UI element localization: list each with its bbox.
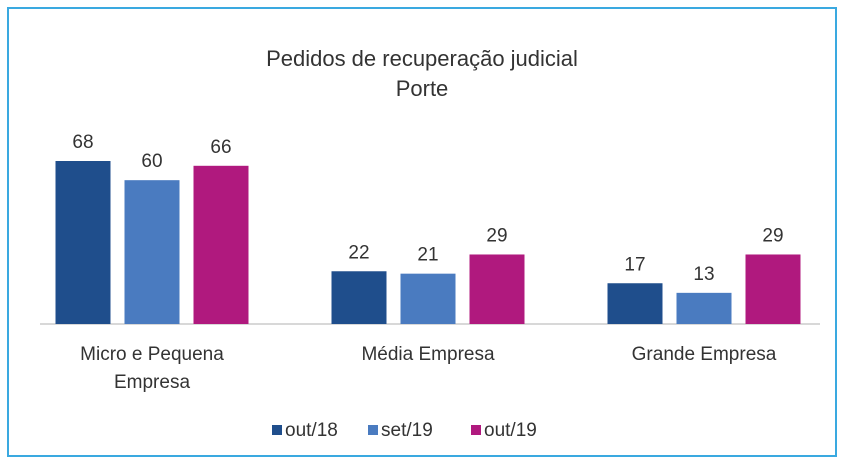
value-label: 29: [762, 226, 783, 247]
bar: [400, 273, 456, 324]
value-label: 29: [486, 226, 507, 247]
value-label: 60: [141, 151, 162, 172]
value-label: 21: [417, 245, 438, 266]
legend-swatch: [272, 425, 282, 435]
value-label: 13: [693, 264, 714, 285]
bar: [676, 292, 732, 324]
bar: [55, 161, 111, 324]
value-label: 17: [624, 254, 645, 275]
x-tick-label: Grande Empresa: [631, 344, 777, 365]
x-tick-label: Média Empresa: [361, 344, 495, 365]
bar: [745, 254, 801, 324]
value-label: 68: [72, 132, 93, 153]
legend-swatch: [471, 425, 481, 435]
chart-subtitle: Porte: [396, 76, 449, 101]
bar: [469, 254, 525, 324]
legend-label: out/19: [484, 420, 537, 441]
legend-swatch: [368, 425, 378, 435]
value-label: 22: [348, 242, 369, 263]
bar: [193, 165, 249, 324]
x-tick-label: Micro e Pequena Empresa: [80, 344, 224, 393]
legend-label: out/18: [285, 420, 338, 441]
bar: [331, 271, 387, 324]
bar: [124, 180, 180, 324]
value-label: 66: [210, 137, 231, 158]
bar: [607, 283, 663, 324]
chart-title: Pedidos de recuperação judicial: [266, 46, 578, 71]
legend-label: set/19: [381, 420, 433, 441]
